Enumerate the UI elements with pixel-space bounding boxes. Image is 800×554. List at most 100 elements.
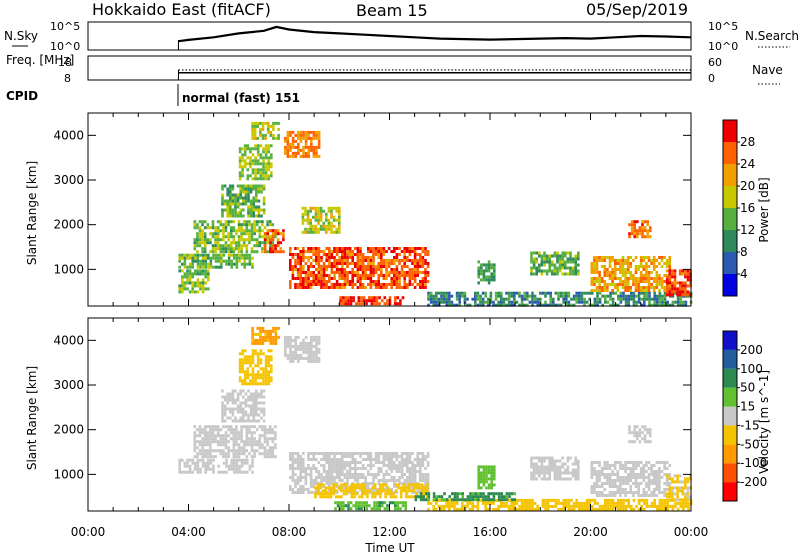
velocity-region-13 <box>590 461 672 497</box>
velocity-colorbar-swatch-1 <box>723 463 737 483</box>
nsearch-tick-bottom: 10^0 <box>708 40 738 53</box>
x-tick-5: 20:00 <box>573 525 608 539</box>
power-colorbar-swatch-5 <box>723 164 737 186</box>
velocity-region-5 <box>284 335 321 363</box>
velocity-colorbar-swatch-7 <box>723 349 737 369</box>
power-region-10 <box>339 296 405 306</box>
power-ytick-0: 1000 <box>53 262 84 276</box>
velocity-region-7 <box>314 483 429 499</box>
nsky-tick-bottom: 10^0 <box>50 40 80 53</box>
freq-tick-top: 18 <box>58 56 72 69</box>
velocity-colorbar-swatch-0 <box>723 482 737 501</box>
velocity-region-3 <box>238 349 273 386</box>
x-tick-6: 00:00 <box>674 525 709 539</box>
freq-series <box>177 69 691 80</box>
power-colorbar-swatch-4 <box>723 186 737 208</box>
x-tick-0: 00:00 <box>71 525 106 539</box>
station-title: Hokkaido East (fitACF) <box>92 0 271 19</box>
velocity-colorbar-swatch-3 <box>723 425 737 445</box>
power-region-12 <box>477 260 496 285</box>
velocity-colorbar-tick-6: 100 <box>740 362 763 376</box>
velocity-region-0 <box>178 458 254 474</box>
power-region-3 <box>238 144 273 181</box>
velocity-colorbar-tick-2: -50 <box>740 437 760 451</box>
power-region-2 <box>221 184 266 218</box>
velocity-ytick-2: 3000 <box>53 378 84 392</box>
power-ylabel: Slant Range [km] <box>25 161 39 265</box>
velocity-colorbar-swatch-6 <box>723 368 737 388</box>
velocity-panel: 1000 2000 3000 4000 <box>53 317 693 512</box>
power-colorbar-tick-1: 8 <box>740 245 748 259</box>
power-colorbar-swatch-2 <box>723 230 737 252</box>
power-colorbar-tick-3: 16 <box>740 201 755 215</box>
velocity-colorbar-swatch-5 <box>723 387 737 407</box>
freq-tick-bottom: 8 <box>64 72 71 85</box>
velocity-colorbar-swatch-4 <box>723 406 737 426</box>
power-colorbar-tick-5: 24 <box>740 157 755 171</box>
power-colorbar-swatch-1 <box>723 252 737 274</box>
velocity-region-1 <box>193 425 277 459</box>
velocity-colorbar-swatch-8 <box>723 331 737 350</box>
power-region-14 <box>590 256 672 292</box>
velocity-colorbar-label: Velocity [m s^-1] <box>757 370 771 474</box>
x-axis-label: Time UT <box>364 541 415 554</box>
power-region-7 <box>301 206 341 234</box>
velocity-colorbar-tick-7: 200 <box>740 343 763 357</box>
power-colorbar-swatch-3 <box>723 208 737 230</box>
x-tick-4: 16:00 <box>473 525 508 539</box>
velocity-ytick-1: 2000 <box>53 423 84 437</box>
power-colorbar-swatch-7 <box>723 120 737 142</box>
power-colorbar-swatch-0 <box>723 274 737 296</box>
power-colorbar-label: Power [dB] <box>757 177 771 242</box>
power-panel: 1000 2000 3000 4000 <box>53 112 693 307</box>
nave-tick-bottom: 0 <box>708 72 715 85</box>
power-region-13 <box>530 251 580 276</box>
power-colorbar-tick-0: 4 <box>740 267 748 281</box>
freq-panel: Freq. [MHz] 18 8 60 0 Nave <box>6 53 783 85</box>
power-region-8 <box>289 247 430 289</box>
velocity-colorbar-swatch-2 <box>723 444 737 464</box>
power-region-4 <box>251 121 280 140</box>
velocity-region-12 <box>530 456 580 481</box>
power-region-0 <box>178 253 254 269</box>
power-region-6 <box>284 130 321 158</box>
date-title: 05/Sep/2019 <box>586 0 688 19</box>
nsearch-tick-top: 10^5 <box>708 20 738 33</box>
velocity-colorbar-tick-5: 50 <box>740 381 755 395</box>
power-colorbar-tick-4: 20 <box>740 179 755 193</box>
velocity-ytick-3: 4000 <box>53 333 84 347</box>
nsky-tick-top: 10^5 <box>50 20 80 33</box>
velocity-colorbar: -200 -100 -50 -15 15 50 100 200 <box>722 330 767 502</box>
power-ytick-2: 3000 <box>53 173 84 187</box>
nsky-series <box>177 25 692 50</box>
nave-label: Nave <box>752 63 783 77</box>
power-region-5 <box>263 229 285 254</box>
power-colorbar: 4 8 12 16 20 24 28 <box>722 119 755 297</box>
power-colorbar-swatch-6 <box>723 142 737 164</box>
freq-label: Freq. [MHz] <box>6 53 74 67</box>
velocity-region-10 <box>414 492 516 502</box>
velocity-region-8 <box>334 501 407 511</box>
x-tick-3: 12:00 <box>372 525 407 539</box>
cpid-label: CPID <box>6 89 38 103</box>
power-ytick-3: 4000 <box>53 128 84 142</box>
velocity-region-11 <box>477 465 496 490</box>
velocity-region-15 <box>665 474 692 502</box>
power-ytick-1: 2000 <box>53 218 84 232</box>
velocity-region-14 <box>628 425 652 444</box>
x-axis-ticks: 00:00 04:00 08:00 12:00 16:00 20:00 00:00 <box>71 525 709 539</box>
power-colorbar-tick-2: 12 <box>740 223 755 237</box>
cpid-entry: normal (fast) 151 <box>182 91 300 105</box>
velocity-ytick-0: 1000 <box>53 467 84 481</box>
power-colorbar-tick-6: 28 <box>740 135 755 149</box>
velocity-ylabel: Slant Range [km] <box>25 366 39 470</box>
power-region-11 <box>427 291 693 307</box>
power-region-15 <box>628 220 652 239</box>
nsky-line <box>178 25 692 43</box>
cpid-row: CPID normal (fast) 151 <box>6 84 300 106</box>
x-tick-1: 04:00 <box>171 525 206 539</box>
velocity-colorbar-tick-0: -200 <box>740 475 767 489</box>
nave-tick-top: 60 <box>708 56 722 69</box>
nsky-panel: N.Sky 10^5 10^0 10^5 10^0 N.Search <box>4 20 799 53</box>
